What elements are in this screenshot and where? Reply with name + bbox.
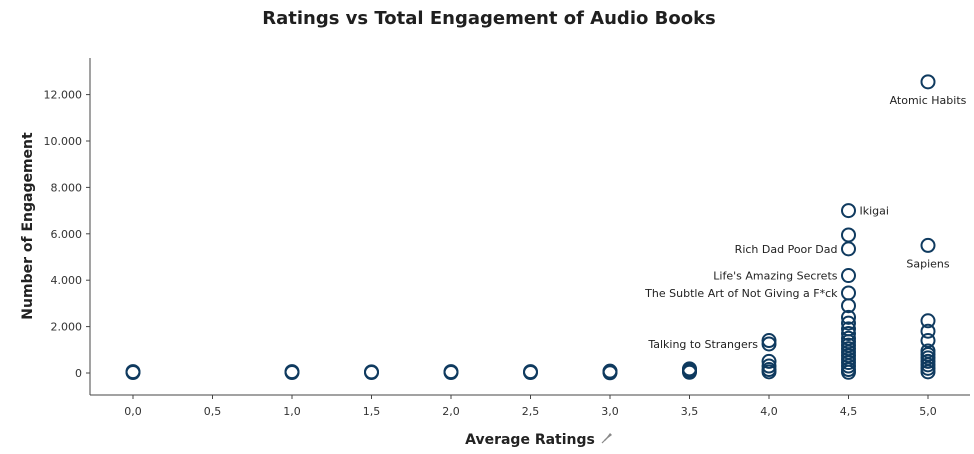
chart-title: Ratings vs Total Engagement of Audio Boo… <box>262 8 716 29</box>
point-annotation: Sapiens <box>906 257 950 270</box>
data-point[interactable] <box>841 315 856 331</box>
x-tick-label: 0,5 <box>204 405 222 418</box>
data-point[interactable] <box>761 333 777 349</box>
x-tick-label: 4,0 <box>760 405 778 418</box>
data-point[interactable] <box>841 285 856 301</box>
x-tick-label: 4,5 <box>840 405 858 418</box>
x-tick-label: 3,0 <box>601 405 619 418</box>
data-point[interactable] <box>920 343 936 359</box>
y-tick-label: 8.000 <box>51 181 83 194</box>
data-point[interactable] <box>841 268 856 284</box>
point-annotation: Life's Amazing Secrets <box>713 270 837 283</box>
point-annotation: Atomic Habits <box>890 94 967 107</box>
y-tick-label: 6.000 <box>51 228 83 241</box>
x-tick-label: 2,0 <box>442 405 460 418</box>
point-annotation: Talking to Strangers <box>647 338 758 351</box>
point-annotations: Atomic Habits Ikigai Rich Dad Poor Dad Sapi… <box>644 94 966 351</box>
x-tick-label: 5,0 <box>919 405 937 418</box>
data-point[interactable] <box>284 364 300 380</box>
data-point[interactable] <box>920 333 936 349</box>
data-point[interactable] <box>841 321 856 337</box>
data-point[interactable] <box>602 363 618 379</box>
data-point[interactable] <box>125 364 141 380</box>
y-tick-label: 2.000 <box>51 321 83 334</box>
data-point[interactable] <box>682 361 697 377</box>
data-point[interactable] <box>761 353 777 369</box>
x-tick-label: 0,0 <box>124 405 142 418</box>
y-tick-label: 4.000 <box>51 274 83 287</box>
data-point[interactable] <box>920 74 936 90</box>
y-tick-label: 12.000 <box>44 89 83 102</box>
data-point[interactable] <box>523 364 538 380</box>
y-axis-title: Number of Engagement <box>20 132 36 320</box>
y-tick-label: 0 <box>75 367 82 380</box>
y-tick-label: 10.000 <box>44 135 83 148</box>
x-axis-title: Average Ratings <box>465 432 595 448</box>
point-annotation: The Subtle Art of Not Giving a F*ck <box>644 287 838 300</box>
data-point[interactable] <box>841 330 856 346</box>
data-point[interactable] <box>841 203 856 219</box>
axes-group <box>89 58 970 396</box>
data-point[interactable] <box>761 358 777 374</box>
x-tick-labels: 0,0 0,5 1,0 1,5 2,0 2,5 3,0 3,5 4,0 4,5 5,0 <box>124 395 937 418</box>
x-tick-label: 3,5 <box>681 405 699 418</box>
y-tick-labels: 0 2.000 4.000 6.000 8.000 10.000 12.000 <box>44 89 90 380</box>
data-point[interactable] <box>920 237 936 253</box>
x-tick-label: 1,0 <box>283 405 301 418</box>
data-point[interactable] <box>920 323 936 339</box>
point-annotation: Ikigai <box>860 205 889 218</box>
x-tick-label: 2,5 <box>522 405 540 418</box>
data-point[interactable] <box>841 227 856 243</box>
point-annotation: Rich Dad Poor Dad <box>735 243 838 256</box>
data-point[interactable] <box>364 364 379 380</box>
data-points <box>125 74 936 381</box>
data-point[interactable] <box>920 313 936 329</box>
data-point[interactable] <box>841 241 856 257</box>
x-tick-label: 1,5 <box>363 405 381 418</box>
pin-icon[interactable] <box>601 433 612 444</box>
data-point[interactable] <box>841 326 856 342</box>
data-point[interactable] <box>841 309 856 325</box>
data-point[interactable] <box>443 364 459 380</box>
